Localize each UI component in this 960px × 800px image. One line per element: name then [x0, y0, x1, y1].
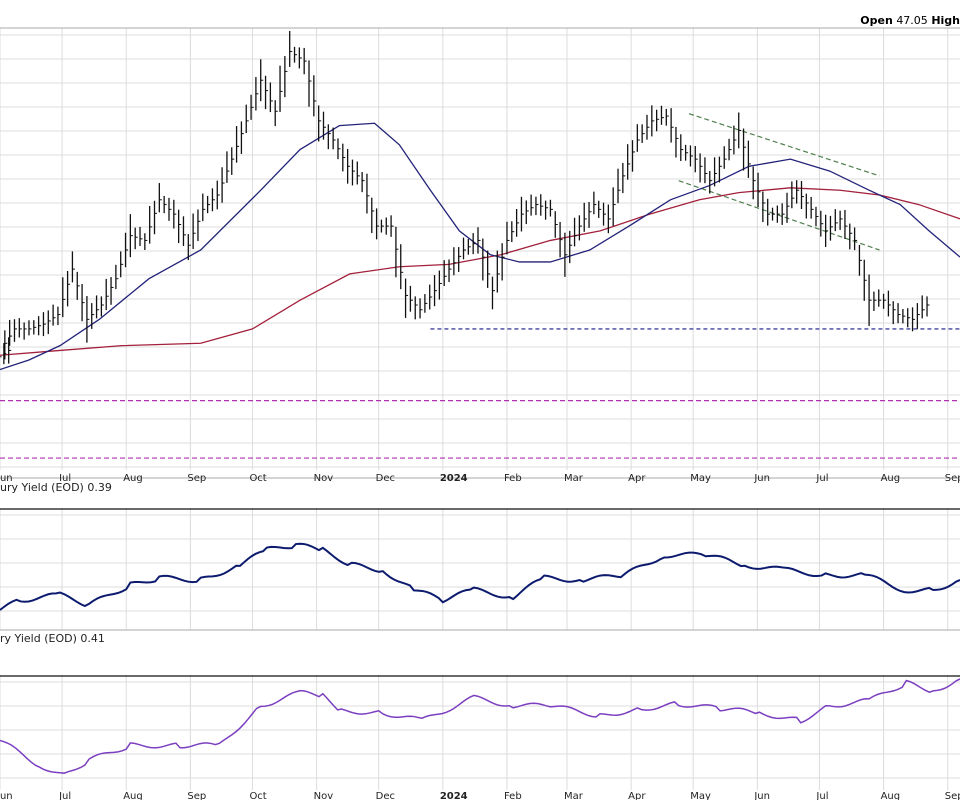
x-axis-label: Apr	[628, 791, 646, 800]
moving-average-long	[0, 187, 960, 356]
x-axis-label: Sep	[945, 791, 960, 800]
x-axis-label: Sep	[187, 791, 206, 800]
x-axis-label: Oct	[249, 473, 266, 484]
x-axis-label: Dec	[376, 473, 395, 484]
yield-panel-2-label: ry Yield (EOD) 0.41	[0, 632, 105, 645]
x-axis-label: May	[690, 473, 711, 484]
x-axis-label: Jun	[0, 473, 13, 484]
yield-line-2	[0, 678, 960, 774]
price-bars	[0, 30, 930, 365]
moving-average-short	[0, 122, 960, 371]
yield-panel-1-label: ury Yield (EOD) 0.39	[0, 481, 112, 494]
open-label: Open	[860, 14, 893, 27]
x-axis-label: Jul	[815, 791, 828, 800]
x-axis-label: Aug	[123, 791, 143, 800]
ohlc-header: Open 47.05 High	[860, 14, 960, 27]
grid-panel-3	[0, 675, 960, 790]
x-axis-label: Jun	[753, 473, 770, 484]
x-axis-label: Nov	[314, 791, 334, 800]
x-axis-label: Jul	[58, 473, 71, 484]
x-axis-label: Aug	[881, 473, 901, 484]
grid-panel-1	[0, 28, 960, 470]
x-axis-label: May	[690, 791, 711, 800]
x-axis-label: Jul	[815, 473, 828, 484]
x-axis-label: Dec	[376, 791, 395, 800]
x-axis-label: Apr	[628, 473, 646, 484]
x-axis-label: Jun	[753, 791, 770, 800]
x-axis-label: Aug	[881, 791, 901, 800]
x-axis-label: Feb	[504, 473, 522, 484]
x-axis-label: Jul	[58, 791, 71, 800]
yield-line-1	[0, 542, 960, 611]
x-axis-label: Nov	[314, 473, 334, 484]
x-axis-label: Sep	[187, 473, 206, 484]
x-axis-label: Jun	[0, 791, 13, 800]
x-axis-label: 2024	[440, 473, 468, 484]
x-axis-label: Aug	[123, 473, 143, 484]
channel-lower-line	[678, 180, 880, 251]
channel-upper-line	[688, 113, 880, 177]
x-axis-label: Mar	[564, 473, 584, 484]
open-value: 47.05	[896, 14, 928, 27]
x-axis-label: Feb	[504, 791, 522, 800]
grid-panel-2	[0, 508, 960, 630]
x-axis-label: Mar	[564, 791, 584, 800]
x-axis-label: Oct	[249, 791, 266, 800]
x-axis-label: Sep	[945, 473, 960, 484]
x-axis-label: 2024	[440, 791, 468, 800]
high-label: High	[931, 14, 960, 27]
